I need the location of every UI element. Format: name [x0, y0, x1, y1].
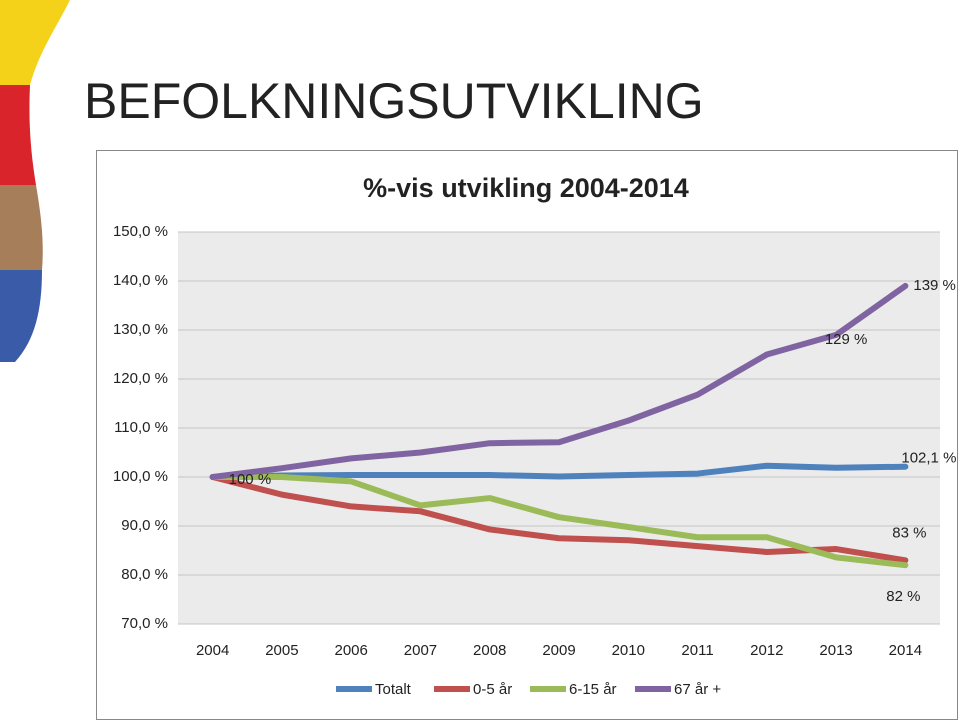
y-tick-label: 110,0 % — [114, 419, 168, 436]
x-tick-label: 2014 — [889, 642, 922, 659]
y-tick-label: 90,0 % — [121, 517, 168, 534]
series-line — [209, 462, 909, 480]
x-tick-label: 2004 — [196, 642, 229, 659]
x-tick-label: 2005 — [265, 642, 298, 659]
x-tick-label: 2007 — [404, 642, 437, 659]
x-tick-label: 2006 — [334, 642, 367, 659]
y-tick-label: 100,0 % — [113, 468, 168, 485]
deco-brown — [0, 185, 43, 270]
y-tick-label: 140,0 % — [113, 272, 168, 289]
y-tick-label: 130,0 % — [113, 321, 168, 338]
data-label: 102,1 % — [901, 450, 956, 467]
y-tick-label: 70,0 % — [121, 615, 168, 632]
x-tick-label: 2008 — [473, 642, 506, 659]
chart-title: %-vis utvikling 2004-2014 — [363, 173, 689, 203]
decoration — [0, 0, 70, 362]
legend-label: 67 år + — [674, 681, 721, 698]
data-label: 100 % — [229, 471, 272, 488]
y-tick-label: 80,0 % — [121, 566, 168, 583]
x-tick-label: 2010 — [612, 642, 645, 659]
legend-label: 6-15 år — [569, 681, 617, 698]
series-line — [209, 474, 909, 564]
series-line — [209, 474, 909, 569]
y-tick-label: 150,0 % — [113, 223, 168, 240]
data-label: 83 % — [892, 524, 926, 541]
data-label: 139 % — [913, 277, 956, 294]
series-line — [209, 282, 909, 480]
x-tick-label: 2012 — [750, 642, 783, 659]
legend-label: Totalt — [375, 681, 412, 698]
deco-yellow — [0, 0, 70, 85]
y-tick-label: 120,0 % — [113, 370, 168, 387]
deco-blue — [0, 270, 42, 362]
data-label: 82 % — [886, 588, 920, 605]
data-label: 129 % — [825, 331, 868, 348]
x-tick-label: 2013 — [819, 642, 852, 659]
legend-label: 0-5 år — [473, 681, 512, 698]
x-tick-label: 2011 — [681, 642, 713, 659]
x-tick-label: 2009 — [542, 642, 575, 659]
slide-title: BEFOLKNINGSUTVIKLING — [84, 73, 704, 129]
deco-red — [0, 85, 36, 185]
